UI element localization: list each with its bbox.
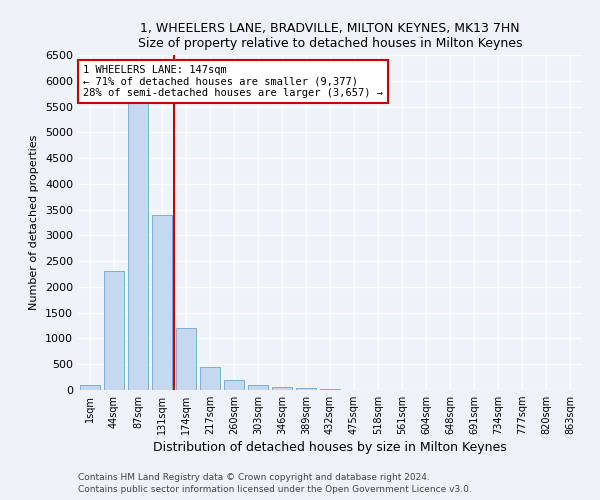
Bar — [176, 328, 196, 390]
Bar — [128, 86, 148, 390]
Bar — [248, 385, 268, 390]
Text: 1 WHEELERS LANE: 147sqm
← 71% of detached houses are smaller (9,377)
28% of semi: 1 WHEELERS LANE: 147sqm ← 71% of detache… — [83, 65, 383, 98]
Bar — [80, 385, 100, 390]
Bar — [200, 367, 220, 390]
X-axis label: Distribution of detached houses by size in Milton Keynes: Distribution of detached houses by size … — [153, 442, 507, 454]
Bar — [104, 272, 124, 390]
Text: Contains public sector information licensed under the Open Government Licence v3: Contains public sector information licen… — [78, 486, 472, 494]
Text: Contains HM Land Registry data © Crown copyright and database right 2024.: Contains HM Land Registry data © Crown c… — [78, 473, 430, 482]
Bar — [296, 388, 316, 390]
Y-axis label: Number of detached properties: Number of detached properties — [29, 135, 40, 310]
Title: 1, WHEELERS LANE, BRADVILLE, MILTON KEYNES, MK13 7HN
Size of property relative t: 1, WHEELERS LANE, BRADVILLE, MILTON KEYN… — [138, 22, 522, 50]
Bar — [272, 388, 292, 390]
Bar — [152, 215, 172, 390]
Bar — [224, 380, 244, 390]
